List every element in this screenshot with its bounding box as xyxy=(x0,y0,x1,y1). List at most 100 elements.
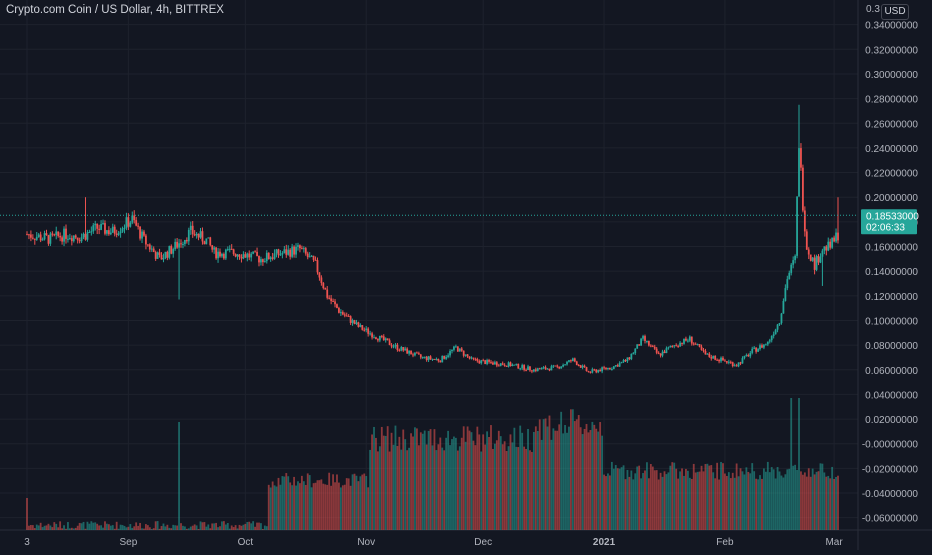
volume-bar xyxy=(538,419,541,530)
volume-bar xyxy=(454,437,457,530)
candle-body xyxy=(552,365,555,367)
candle-body xyxy=(755,347,758,352)
volume-bar xyxy=(788,468,791,530)
candle-body xyxy=(802,167,804,211)
candle-body xyxy=(61,237,63,242)
candle-body xyxy=(283,249,286,254)
candle-body xyxy=(184,239,186,244)
candle-body xyxy=(302,248,305,250)
volume-bar xyxy=(492,448,494,530)
volume-bar xyxy=(107,524,110,530)
candle-body xyxy=(267,252,270,260)
volume-bar xyxy=(731,472,734,530)
volume-bar xyxy=(708,465,711,530)
volume-bar xyxy=(802,474,804,530)
candle-body xyxy=(375,337,377,340)
candle-body xyxy=(525,369,527,371)
volume-bar xyxy=(605,476,607,530)
candle-body xyxy=(324,288,327,290)
candle-body xyxy=(743,355,746,359)
candle-body xyxy=(392,346,395,348)
candle-body xyxy=(353,320,356,324)
volume-bar xyxy=(35,524,38,530)
volume-bar xyxy=(176,525,179,530)
candle-body xyxy=(232,249,235,255)
volume-bar xyxy=(336,474,338,530)
candle-body xyxy=(322,282,325,289)
volume-bar xyxy=(302,481,305,530)
candle-body xyxy=(154,252,157,259)
candle-body xyxy=(277,249,280,256)
volume-bar xyxy=(827,475,830,530)
volume-bar xyxy=(464,441,467,530)
candle-body xyxy=(98,228,101,230)
candle-body xyxy=(176,241,179,248)
candle-body xyxy=(221,253,223,257)
volume-bar xyxy=(774,478,777,530)
candle-body xyxy=(431,358,434,360)
volume-bar xyxy=(412,436,414,530)
price-axis[interactable]: 0.34000000 0.32000000 0.30000000 0.28000000… xyxy=(862,4,919,525)
candle-body xyxy=(355,322,358,324)
volume-bar xyxy=(681,468,683,530)
volume-bar xyxy=(595,428,598,530)
candle-body xyxy=(318,272,321,278)
volume-bar xyxy=(92,522,95,530)
candle-body xyxy=(640,338,642,346)
candle-body xyxy=(568,360,570,362)
volume-bar xyxy=(616,468,619,530)
volume-bar xyxy=(51,527,54,530)
candle-body xyxy=(759,345,761,350)
candle-body xyxy=(127,217,130,227)
volume-bar xyxy=(702,471,705,530)
candle-body xyxy=(180,243,182,245)
candle-body xyxy=(191,225,194,235)
volume-bar xyxy=(837,475,839,530)
volume-bar xyxy=(720,461,722,530)
volume-bar xyxy=(320,479,323,530)
candle-body xyxy=(482,360,485,362)
volume-bar xyxy=(338,482,340,530)
volume-bar xyxy=(236,528,239,530)
volume-bar xyxy=(646,462,648,530)
candle-body xyxy=(238,254,241,258)
price-tick-label: -0.04000000 xyxy=(862,489,919,500)
candle-body xyxy=(80,237,83,242)
volume-bar xyxy=(384,435,387,530)
candle-body xyxy=(55,231,58,235)
volume-bar xyxy=(63,525,65,530)
candle-body xyxy=(246,253,249,258)
candle-body xyxy=(201,231,204,242)
volume-bar xyxy=(554,430,557,530)
volume-bar xyxy=(363,473,366,530)
candle-body xyxy=(749,352,752,357)
volume-bar xyxy=(330,485,333,530)
volume-bar xyxy=(813,474,816,530)
candle-body xyxy=(790,264,793,273)
volume-bar xyxy=(649,464,652,530)
volume-bar xyxy=(326,484,329,530)
volume-bar xyxy=(589,430,592,530)
volume-bar xyxy=(211,523,214,530)
time-axis[interactable]: 3 Sep Oct Nov Dec 2021 Feb Mar xyxy=(24,537,843,548)
volume-bar xyxy=(714,478,717,530)
candle-body xyxy=(178,243,180,248)
candle-body xyxy=(497,365,500,367)
candle-body xyxy=(88,231,91,233)
currency-selector[interactable]: USD xyxy=(881,4,909,20)
volume-bar xyxy=(552,428,555,530)
volume-bar xyxy=(651,466,654,530)
volume-bar xyxy=(823,472,826,530)
volume-bar xyxy=(653,470,656,530)
volume-bar xyxy=(445,437,448,530)
volume-bar xyxy=(400,449,403,530)
volume-bar xyxy=(560,411,563,530)
volume-bar xyxy=(248,521,251,530)
volume-bar xyxy=(191,525,194,530)
volume-bar xyxy=(160,526,163,530)
candle-body xyxy=(490,361,492,363)
candle-body xyxy=(94,223,97,226)
volume-bar xyxy=(37,525,40,530)
